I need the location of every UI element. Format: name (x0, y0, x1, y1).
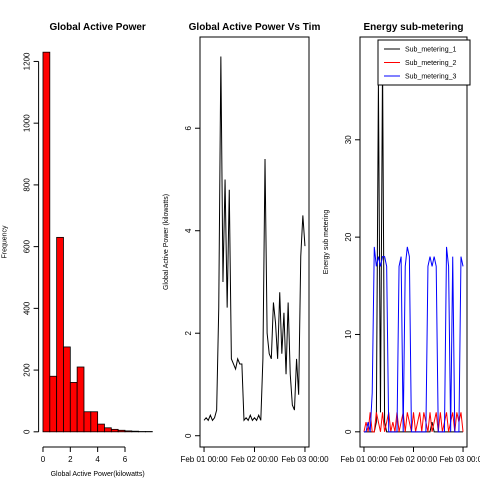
bar (42, 51, 51, 433)
series-line (363, 61, 464, 433)
y-tick-label: 0 (23, 429, 32, 434)
plot-box (199, 36, 310, 448)
bar (97, 423, 105, 433)
x-tick-label: 2 (68, 455, 73, 464)
y-tick-label: 200 (23, 363, 32, 377)
y-tick-label: 1000 (23, 114, 32, 132)
bar (63, 346, 71, 433)
chart-title: Global Active Power (49, 22, 145, 33)
bar (76, 366, 85, 433)
series-line (363, 246, 464, 433)
y-tick-label: 20 (344, 232, 353, 241)
x-tick-label: 4 (95, 455, 100, 464)
bar (110, 428, 119, 433)
y-tick-label: 400 (23, 301, 32, 315)
y-tick-label: 800 (23, 178, 32, 192)
y-tick-label: 1200 (23, 52, 32, 70)
chart-title: Energy sub-metering (363, 22, 463, 33)
y-axis-label: Global Active Power (kilowatts) (163, 194, 170, 290)
y-tick-label: 6 (184, 125, 193, 130)
legend-label: Sub_metering_3 (405, 74, 456, 81)
y-tick-label: 2 (184, 330, 193, 335)
x-tick-label: Feb 02 00:00 (231, 455, 279, 464)
plot-box (359, 36, 468, 448)
y-axis-label: Energy sub metering (323, 210, 330, 275)
x-tick-label: Feb 01 00:00 (180, 455, 228, 464)
y-tick-label: 600 (23, 239, 32, 253)
x-axis-label: Global Active Power(kilowatts) (51, 471, 145, 478)
bar (83, 411, 92, 433)
bar (131, 430, 140, 433)
bar (69, 382, 78, 433)
y-tick-label: 0 (344, 429, 353, 434)
bar (117, 429, 126, 433)
series-line (363, 412, 464, 433)
legend-label: Sub_metering_1 (405, 47, 456, 54)
y-tick-label: 30 (344, 135, 353, 144)
y-tick-label: 10 (344, 329, 353, 338)
y-axis-label: Frequency (2, 225, 9, 259)
bar (104, 427, 112, 433)
legend-label: Sub_metering_2 (405, 60, 456, 67)
x-tick-label: Feb 03 00:00 (439, 455, 480, 464)
x-tick-label: Feb 03 00:00 (281, 455, 329, 464)
x-tick-label: 0 (41, 455, 46, 464)
series-line (203, 56, 306, 422)
x-tick-label: 6 (123, 455, 128, 464)
y-tick-label: 0 (184, 433, 193, 438)
y-tick-label: 4 (184, 228, 193, 233)
chart-title: Global Active Power Vs Tim (189, 22, 321, 33)
bar (124, 430, 133, 433)
bar (49, 375, 58, 433)
bar (56, 236, 64, 433)
x-tick-label: Feb 02 00:00 (390, 455, 438, 464)
x-tick-label: Feb 01 00:00 (340, 455, 388, 464)
bar (90, 411, 99, 433)
